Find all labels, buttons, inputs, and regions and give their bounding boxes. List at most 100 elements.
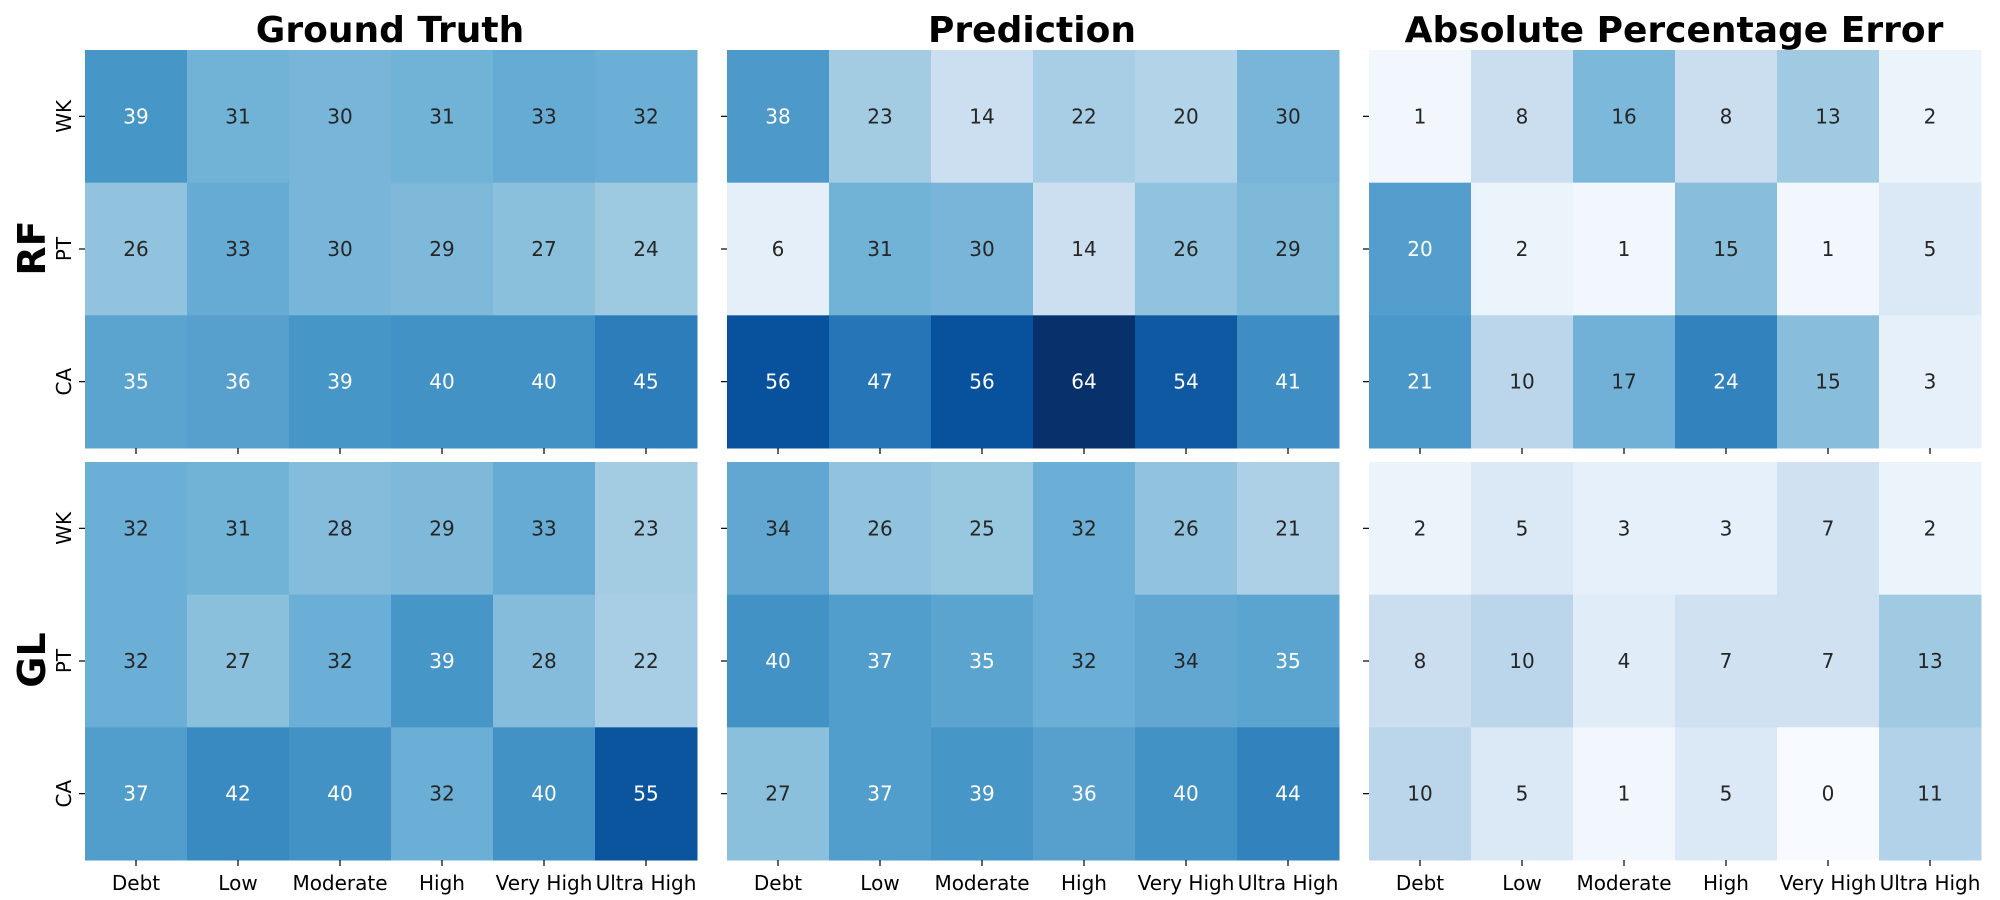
cell-value-label: 10 [1509,649,1534,673]
cell-value-label: 3 [1924,370,1937,394]
heatmap-cell [1237,594,1340,728]
heatmap-cell [1471,462,1574,596]
heatmap-cell [1675,727,1778,861]
heatmap-cell [595,50,698,184]
heatmap-cell [727,50,830,184]
heatmap-cell [1237,727,1340,861]
heatmap-cell [1471,594,1574,728]
heatmap-cell [85,315,188,449]
heatmap-cell [1033,315,1136,449]
cell-value-label: 40 [429,370,454,394]
heatmap-cell [595,727,698,861]
cell-value-label: 26 [867,516,892,540]
cell-value-label: 17 [1611,370,1636,394]
cell-value-label: 35 [123,370,148,394]
heatmap-cell [1879,50,1982,184]
heatmap-cell [1573,462,1676,596]
cell-value-label: 24 [633,237,658,261]
cell-value-label: 20 [1173,104,1198,128]
heatmap-cell [1675,315,1778,449]
heatmap-cell [493,182,596,316]
cell-value-label: 1 [1618,237,1631,261]
x-tick-label: Moderate [1576,871,1671,895]
cell-value-label: 45 [633,370,658,394]
heatmap-cell [85,462,188,596]
heatmap-cell [1471,315,1574,449]
heatmap-cell [1135,50,1238,184]
heatmap-cell [1369,50,1472,184]
cell-value-label: 37 [867,649,892,673]
cell-value-label: 11 [1917,782,1942,806]
heatmap-cell [595,315,698,449]
cell-value-label: 44 [1275,782,1300,806]
heatmap-cell [1369,727,1472,861]
heatmap-cell [931,315,1034,449]
heatmap-cell [1777,727,1880,861]
y-tick-label: PT [52,648,76,673]
heatmap-cell [727,462,830,596]
cell-value-label: 10 [1407,782,1432,806]
cell-value-label: 30 [1275,104,1300,128]
title-prediction: Prediction [928,10,1136,51]
x-tick-label: Debt [1396,871,1444,895]
cell-value-label: 29 [1275,237,1300,261]
x-tick-label: High [1061,871,1107,895]
cell-value-label: 31 [225,104,250,128]
heatmap-cell [1471,50,1574,184]
heatmap-cell [1237,182,1340,316]
heatmap-cell [1879,594,1982,728]
heatmap-cell [829,594,932,728]
heatmap-cell [931,182,1034,316]
cell-value-label: 31 [225,516,250,540]
x-tick-label: Very High [1138,871,1235,895]
cell-value-label: 26 [1173,516,1198,540]
panel-gl-ground-truth: 32 31 28 29 33 23 32 27 32 39 28 22 37 42 40 32 40 55 WK PT… [52,462,698,895]
heatmap-cell [1879,315,1982,449]
cell-value-label: 8 [1720,104,1733,128]
cell-value-label: 37 [123,782,148,806]
cell-value-label: 40 [327,782,352,806]
cell-value-label: 8 [1414,649,1427,673]
heatmap-cell [289,462,392,596]
cell-value-label: 40 [531,782,556,806]
heatmap-cell [1573,727,1676,861]
cell-value-label: 64 [1071,370,1096,394]
heatmap-cell [829,50,932,184]
cell-value-label: 21 [1275,516,1300,540]
cell-value-label: 5 [1516,782,1529,806]
cell-value-label: 36 [1071,782,1096,806]
cell-value-label: 30 [327,104,352,128]
cell-value-label: 2 [1516,237,1529,261]
cell-value-label: 22 [633,649,658,673]
heatmap-cell [289,50,392,184]
heatmap-cell [187,727,290,861]
heatmap-cell [1237,315,1340,449]
cell-value-label: 40 [765,649,790,673]
cell-value-label: 35 [1275,649,1300,673]
cell-value-label: 26 [1173,237,1198,261]
cell-value-label: 47 [867,370,892,394]
panel-rf-absolute-percentage-error: 1 8 16 8 13 220 2 1 15 1 521 10 17 24 15 3 [1363,50,1982,454]
cell-value-label: 34 [1173,649,1198,673]
cell-value-label: 32 [123,649,148,673]
heatmap-cell [829,315,932,449]
x-tick-label: Very High [1780,871,1877,895]
cell-value-label: 32 [327,649,352,673]
heatmap-cell [85,727,188,861]
y-tick-label: WK [52,99,76,133]
heatmap-cell [1573,182,1676,316]
panel-gl-absolute-percentage-error: 2 5 3 3 7 2 8 10 4 7 7 13 10 5 1 5 0 11 Debt Low Moderate Hig… [1363,462,1982,895]
cell-value-label: 8 [1516,104,1529,128]
y-tick-label: CA [52,368,76,396]
heatmap-cell [391,727,494,861]
heatmap-cell [187,462,290,596]
cell-value-label: 38 [765,104,790,128]
cell-value-label: 6 [772,237,785,261]
cell-value-label: 1 [1414,104,1427,128]
heatmap-cell [595,594,698,728]
cell-value-label: 33 [531,104,556,128]
heatmap-cell [493,462,596,596]
x-tick-label: Very High [496,871,593,895]
cell-value-label: 3 [1720,516,1733,540]
